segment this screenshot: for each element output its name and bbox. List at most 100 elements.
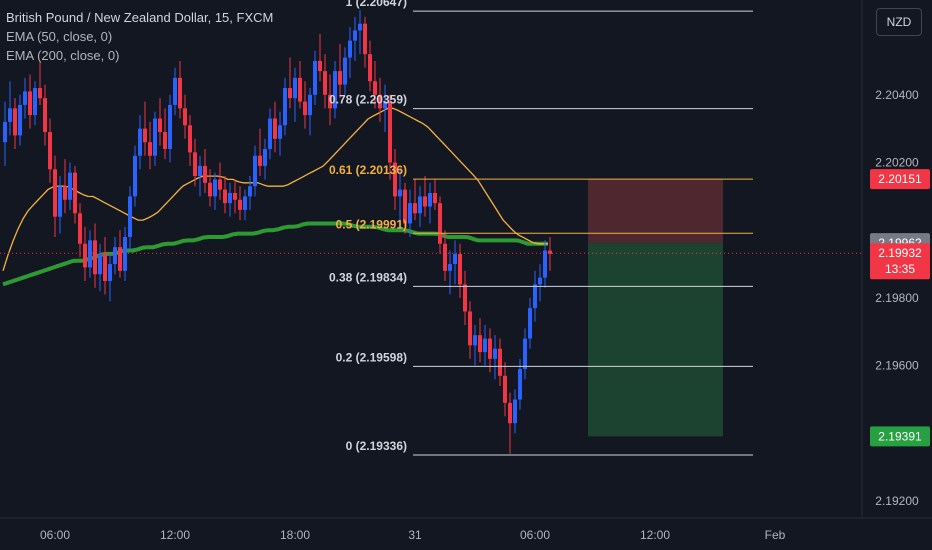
candle <box>93 223 97 288</box>
fib-retracement[interactable]: 1 (2.20647) 0.78 (2.20359) 0.61 (2.20136) 0… <box>329 0 753 456</box>
candle <box>188 115 192 166</box>
candle-body <box>368 54 372 82</box>
candle-body <box>143 128 147 143</box>
candle-body <box>458 253 462 285</box>
candle-body <box>548 250 552 254</box>
candle-body <box>363 23 367 55</box>
candle-body <box>73 172 77 214</box>
candle <box>398 169 402 221</box>
candle-body <box>388 101 392 163</box>
candle-body <box>353 30 357 41</box>
candle-body <box>433 192 437 204</box>
time-axis[interactable]: 06:00 12:00 18:00 31 06:00 12:00 Feb <box>40 528 786 542</box>
time-tick-label: 12:00 <box>160 528 190 542</box>
candle-body <box>203 165 207 183</box>
price-tick-label: 2.19200 <box>875 494 919 508</box>
candle <box>168 94 172 163</box>
position-zones[interactable] <box>588 179 723 437</box>
candle-body <box>378 94 382 109</box>
candle-body <box>233 192 237 200</box>
candle-body <box>8 108 12 122</box>
stop-loss-zone <box>588 179 723 244</box>
candle <box>308 88 312 136</box>
time-tick-label: 18:00 <box>280 528 310 542</box>
candle <box>273 101 277 153</box>
candle <box>8 81 12 136</box>
price-tick-label: 2.19600 <box>875 359 919 373</box>
price-axis[interactable]: 2.20400 2.20200 2.19800 2.19600 2.19200 <box>875 88 919 508</box>
candle-body <box>218 179 222 190</box>
chart-legend: British Pound / New Zealand Dollar, 15, … <box>6 8 273 65</box>
candle <box>108 253 112 302</box>
candle <box>213 172 217 210</box>
candle-body <box>113 247 117 265</box>
candle <box>113 236 117 275</box>
candle <box>263 138 267 180</box>
candle <box>23 77 27 119</box>
fib-level-label: 0.61 (2.20136) <box>329 163 407 177</box>
candle-body <box>418 196 422 214</box>
fib-level-label: 0.5 (2.19991) <box>336 217 407 231</box>
candle <box>298 60 302 109</box>
time-tick-label: 06:00 <box>520 528 550 542</box>
candle <box>288 57 292 109</box>
candle-body <box>413 203 417 214</box>
candle-body <box>543 250 547 278</box>
candle-body <box>128 196 132 237</box>
candle <box>78 203 82 258</box>
candle-body <box>338 71 342 85</box>
ema50-legend[interactable]: EMA (50, close, 0) <box>6 29 113 44</box>
candle-body <box>443 243 447 271</box>
candle-body <box>213 179 217 197</box>
candle <box>163 108 167 160</box>
candle <box>153 111 157 166</box>
candle <box>428 182 432 224</box>
candle-body <box>263 148 267 166</box>
symbol-title[interactable]: British Pound / New Zealand Dollar, 15, … <box>6 10 274 25</box>
currency-button[interactable]: NZD <box>876 8 922 36</box>
candle <box>268 108 272 160</box>
candle-body <box>18 104 22 136</box>
candle <box>303 81 307 129</box>
candle <box>388 94 392 180</box>
candle-body <box>313 60 317 95</box>
candle-body <box>408 203 412 224</box>
time-tick-label: 31 <box>408 528 422 542</box>
candle-body <box>493 348 497 359</box>
candle <box>453 240 457 285</box>
candle-body <box>438 203 442 244</box>
candle-body <box>188 125 192 153</box>
candle-body <box>48 132 52 170</box>
candle <box>238 186 242 221</box>
ema200-legend[interactable]: EMA (200, close, 0) <box>6 48 120 63</box>
candle <box>178 60 182 119</box>
candle <box>173 67 177 116</box>
candle <box>133 145 137 207</box>
candle-body <box>448 264 452 271</box>
candle <box>123 226 127 282</box>
candle-body <box>403 189 407 224</box>
candle <box>363 16 367 68</box>
candle <box>143 101 147 156</box>
candle <box>48 118 52 183</box>
candle-body <box>293 77 297 99</box>
candle-body <box>383 101 387 109</box>
candle <box>18 94 22 146</box>
candle-body <box>33 88 37 116</box>
candle <box>258 128 262 177</box>
price-tag-box <box>870 243 930 280</box>
candle-body <box>133 155 137 197</box>
candle <box>243 189 247 221</box>
candle-body <box>328 94 332 109</box>
candle <box>223 176 227 214</box>
candle <box>543 240 547 288</box>
candle-body <box>268 118 272 149</box>
candle <box>158 98 162 146</box>
candle <box>233 179 237 214</box>
price-tag-last: 2.19932 13:35 <box>870 243 930 280</box>
candle <box>68 162 72 210</box>
candle <box>198 155 202 197</box>
candle-body <box>178 77 182 109</box>
candle-body <box>428 192 432 207</box>
